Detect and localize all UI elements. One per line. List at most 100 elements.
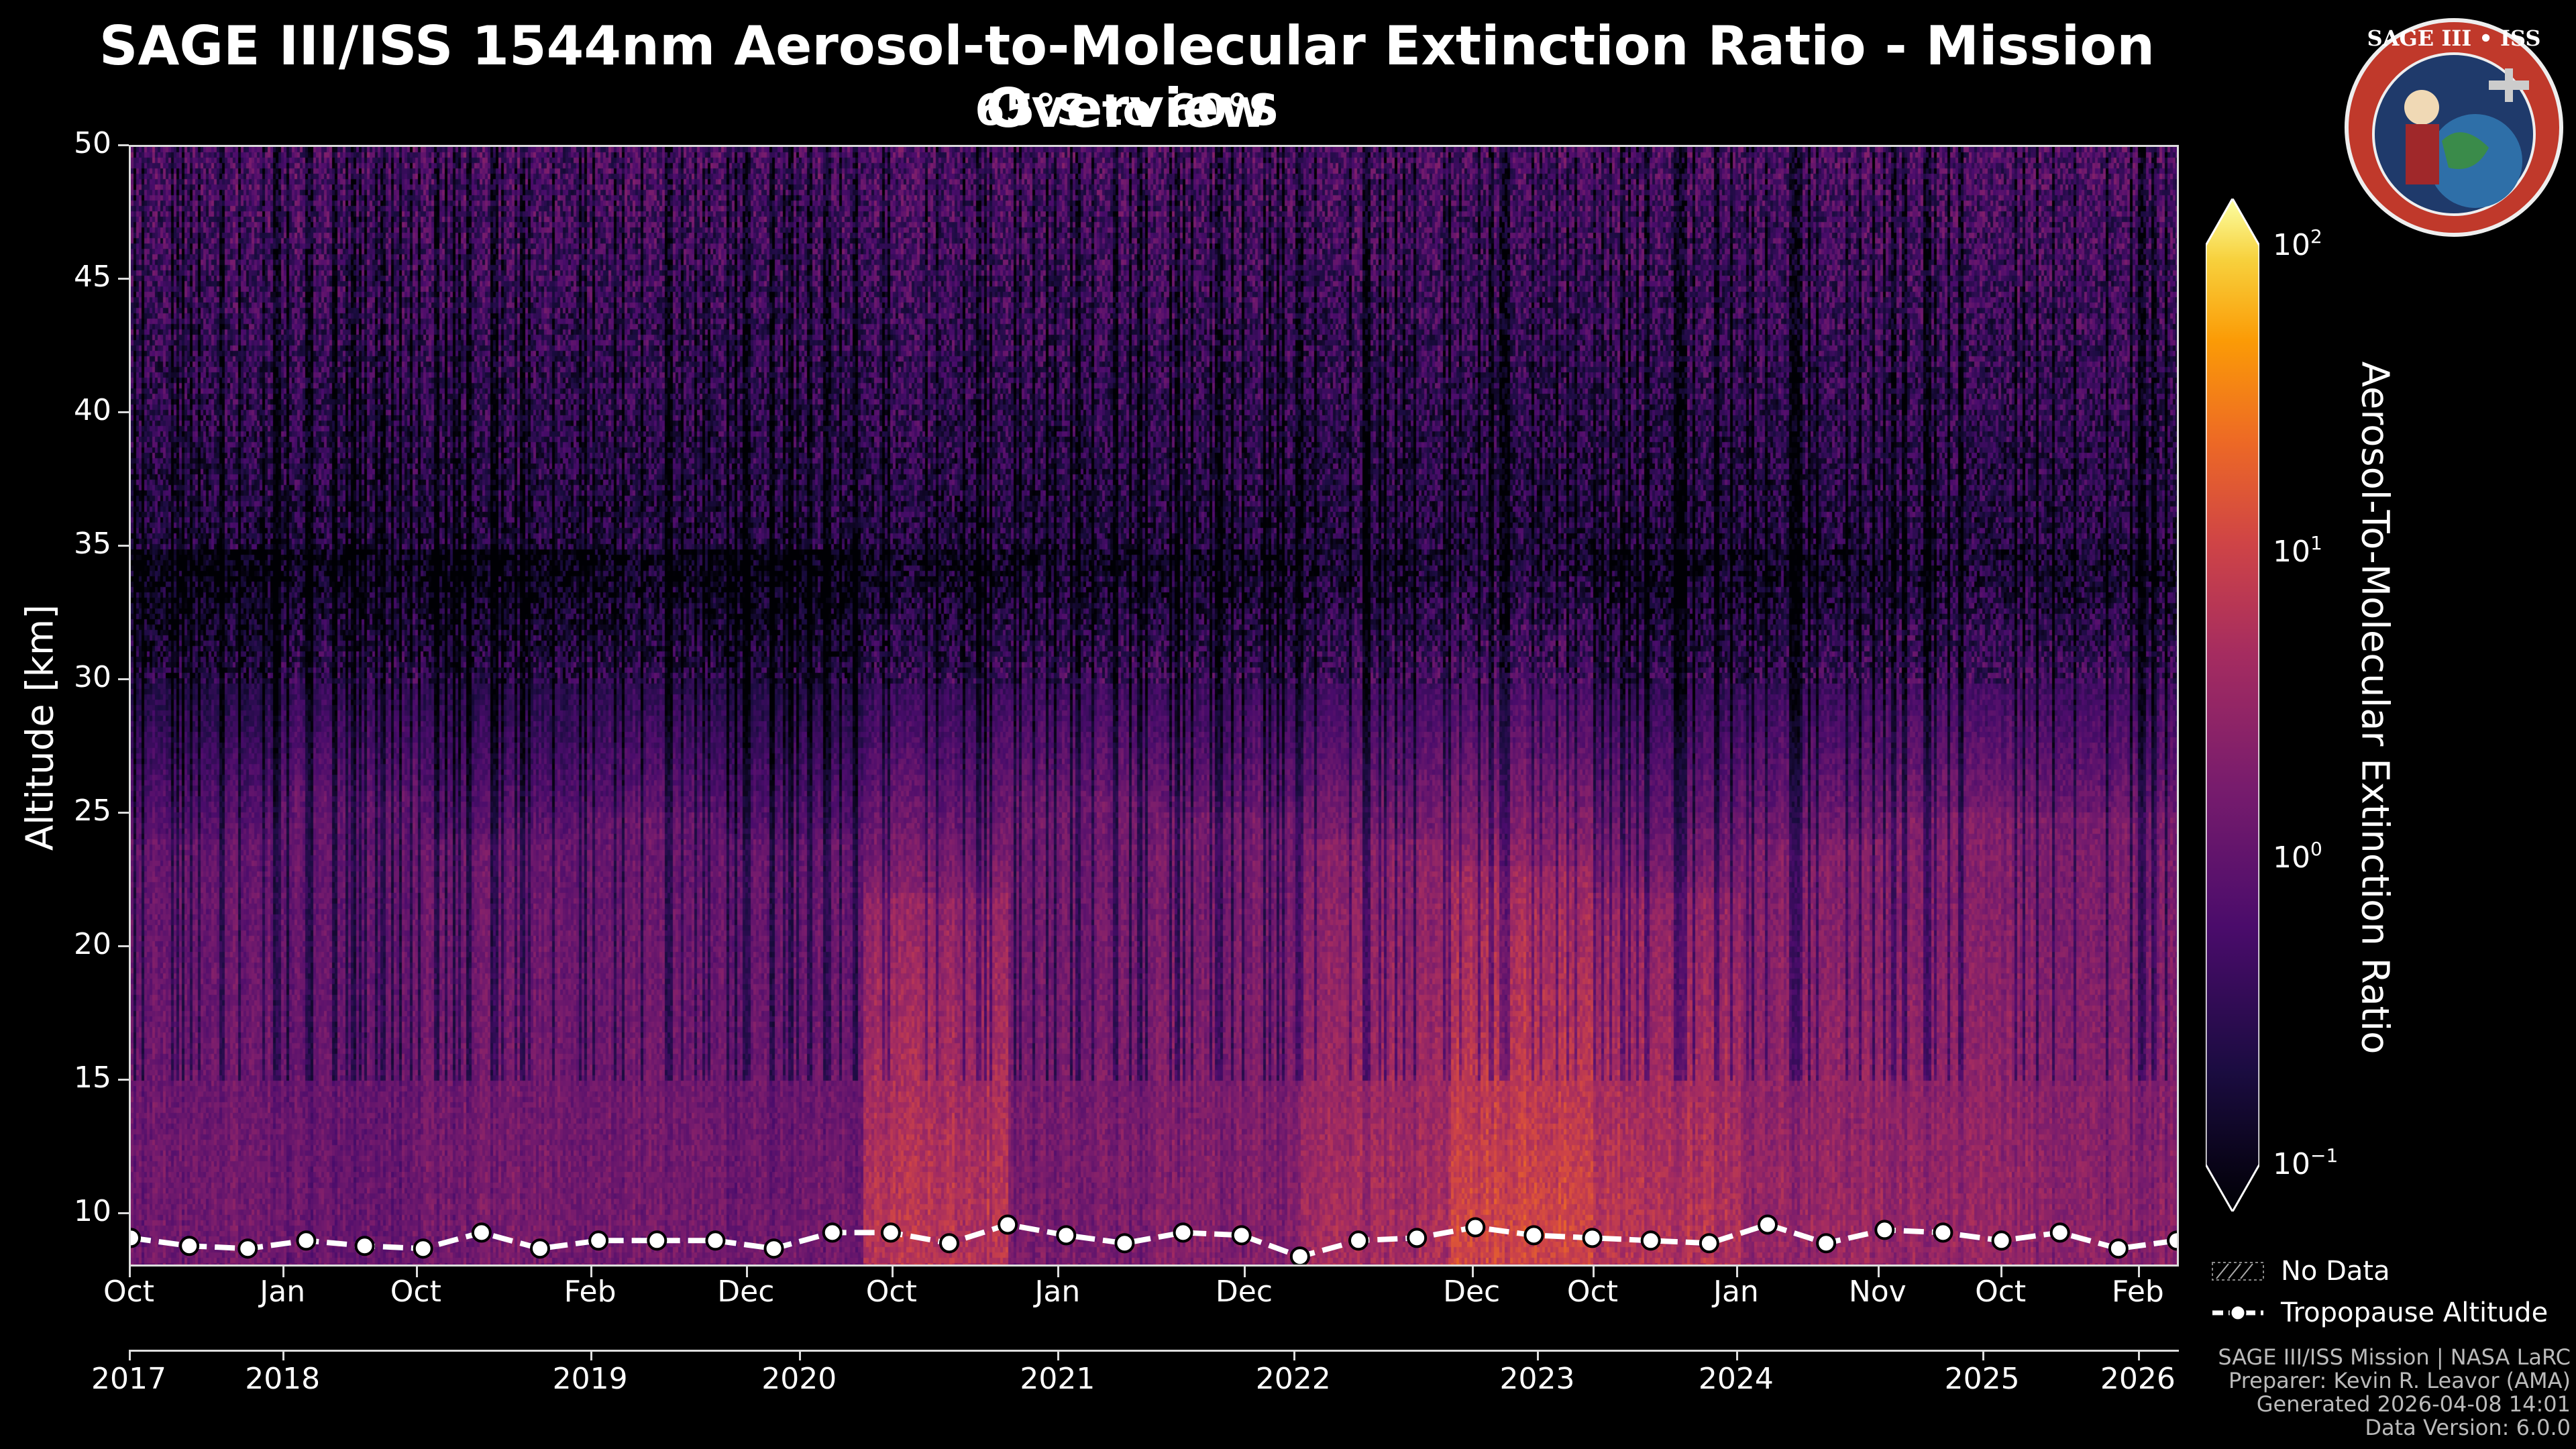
tropopause-point	[1289, 1246, 1310, 1265]
tropopause-point	[1640, 1230, 1661, 1251]
heatmap-plot-area	[129, 145, 2179, 1267]
tropopause-point	[705, 1230, 726, 1251]
tropopause-point	[1816, 1233, 1837, 1254]
tropopause-point	[1699, 1233, 1719, 1254]
tropopause-point	[179, 1236, 200, 1256]
tropopause-point	[1874, 1220, 1895, 1240]
x-month-tick-mark	[1057, 1267, 1060, 1277]
x-month-tick-mark	[2137, 1267, 2140, 1277]
x-month-tick-label: Dec	[717, 1275, 775, 1309]
y-tick-mark	[118, 545, 129, 547]
tropopause-point	[880, 1222, 901, 1243]
x-month-tick-label: Dec	[1215, 1275, 1273, 1309]
y-tick-label: 35	[74, 527, 111, 561]
x-year-tick-label: 2021	[1020, 1362, 1095, 1396]
x-year-tick-mark	[129, 1350, 131, 1360]
x-year-tick-label: 2020	[761, 1362, 837, 1396]
colorbar	[2206, 199, 2259, 1212]
tropopause-point	[763, 1238, 784, 1259]
y-tick-label: 20	[74, 927, 111, 962]
x-month-tick-label: Oct	[865, 1275, 917, 1309]
x-month-tick-label: Feb	[2111, 1275, 2164, 1309]
x-year-tick-mark	[2137, 1350, 2140, 1360]
tropopause-point	[939, 1233, 959, 1254]
x-year-tick-mark	[590, 1350, 592, 1360]
x-year-tick-mark	[1537, 1350, 1540, 1360]
x-month-tick-label: Oct	[1566, 1275, 1619, 1309]
tropopause-point	[1114, 1233, 1135, 1254]
tropopause-point	[1582, 1228, 1603, 1248]
tropopause-point	[354, 1236, 375, 1256]
tropopause-point	[1991, 1230, 2012, 1251]
tropopause-point	[1348, 1230, 1368, 1251]
chart-title: SAGE III/ISS 1544nm Aerosol-to-Molecular…	[99, 15, 2155, 140]
legend-tropopause: Tropopause Altitude	[2211, 1297, 2548, 1328]
x-year-tick-label: 2023	[1499, 1362, 1575, 1396]
credit-preparer: Preparer: Kevin R. Leavor (AMA)	[2228, 1368, 2571, 1393]
x-month-tick-label: Dec	[1443, 1275, 1501, 1309]
tropopause-point	[237, 1238, 258, 1259]
y-tick-mark	[118, 678, 129, 681]
colorbar-tick-label: 100	[2273, 838, 2322, 875]
x-month-tick-mark	[415, 1267, 418, 1277]
legend-no-data-label: No Data	[2281, 1256, 2390, 1287]
tropopause-point	[822, 1222, 843, 1243]
x-year-tick-mark	[1982, 1350, 1984, 1360]
y-tick-label: 40	[74, 393, 111, 428]
tropopause-point	[1465, 1217, 1486, 1238]
x-month-tick-mark	[590, 1267, 592, 1277]
y-tick-label: 10	[74, 1194, 111, 1229]
x-year-tick-label: 2017	[91, 1362, 166, 1396]
credits: SAGE III/ISS Mission | NASA LaRC Prepare…	[2218, 1346, 2571, 1440]
y-tick-mark	[118, 411, 129, 414]
x-month-tick-label: Jan	[1713, 1275, 1759, 1309]
x-year-tick-mark	[1057, 1350, 1060, 1360]
tropopause-polyline	[131, 1222, 2177, 1260]
tropopause-point	[1933, 1222, 1953, 1243]
y-tick-mark	[118, 945, 129, 948]
year-axis-line	[129, 1350, 2179, 1352]
x-month-tick-label: Nov	[1848, 1275, 1907, 1309]
y-tick-label: 50	[74, 126, 111, 160]
colorbar-label: Aerosol-To-Molecular Extinction Ratio	[2353, 361, 2397, 1055]
x-month-tick-label: Jan	[260, 1275, 306, 1309]
x-month-tick-mark	[1471, 1267, 1474, 1277]
tropopause-point	[530, 1238, 550, 1259]
tropopause-point	[588, 1230, 609, 1251]
x-year-tick-label: 2025	[1944, 1362, 2020, 1396]
tropopause-legend-icon	[2212, 1304, 2263, 1322]
tropopause-point	[1407, 1228, 1428, 1248]
tropopause-point	[647, 1230, 667, 1251]
x-year-tick-label: 2019	[552, 1362, 628, 1396]
hatch-icon	[2212, 1262, 2264, 1281]
colorbar-tick-label: 102	[2273, 225, 2322, 262]
tropopause-point	[2108, 1238, 2129, 1259]
x-year-tick-label: 2022	[1255, 1362, 1331, 1396]
x-month-tick-label: Feb	[564, 1275, 616, 1309]
chart-subtitle: 65°S to 60°S	[975, 86, 1279, 136]
extinction-ratio-heatmap	[131, 147, 2177, 1265]
y-axis-label: Altitude [km]	[18, 604, 62, 851]
y-tick-mark	[118, 1212, 129, 1215]
x-month-tick-mark	[1735, 1267, 1738, 1277]
x-month-tick-label: Oct	[390, 1275, 441, 1309]
y-tick-label: 25	[74, 794, 111, 828]
x-month-tick-label: Oct	[103, 1275, 155, 1309]
y-tick-label: 15	[74, 1061, 111, 1095]
x-month-tick-mark	[282, 1267, 285, 1277]
x-month-tick-mark	[891, 1267, 894, 1277]
tropopause-point	[131, 1228, 141, 1248]
x-month-tick-mark	[2000, 1267, 2003, 1277]
y-tick-mark	[118, 144, 129, 146]
tropopause-point	[1056, 1225, 1077, 1246]
tropopause-point	[1523, 1225, 1544, 1246]
tropopause-point	[471, 1222, 492, 1243]
x-month-tick-label: Oct	[1975, 1275, 2027, 1309]
x-month-tick-mark	[129, 1267, 131, 1277]
tropopause-point	[1231, 1225, 1252, 1246]
credit-version: Data Version: 6.0.0	[2365, 1415, 2571, 1440]
y-tick-mark	[118, 1079, 129, 1081]
tropopause-point	[2167, 1230, 2177, 1251]
tropopause-point	[998, 1214, 1018, 1235]
legend-tropopause-label: Tropopause Altitude	[2281, 1297, 2548, 1328]
